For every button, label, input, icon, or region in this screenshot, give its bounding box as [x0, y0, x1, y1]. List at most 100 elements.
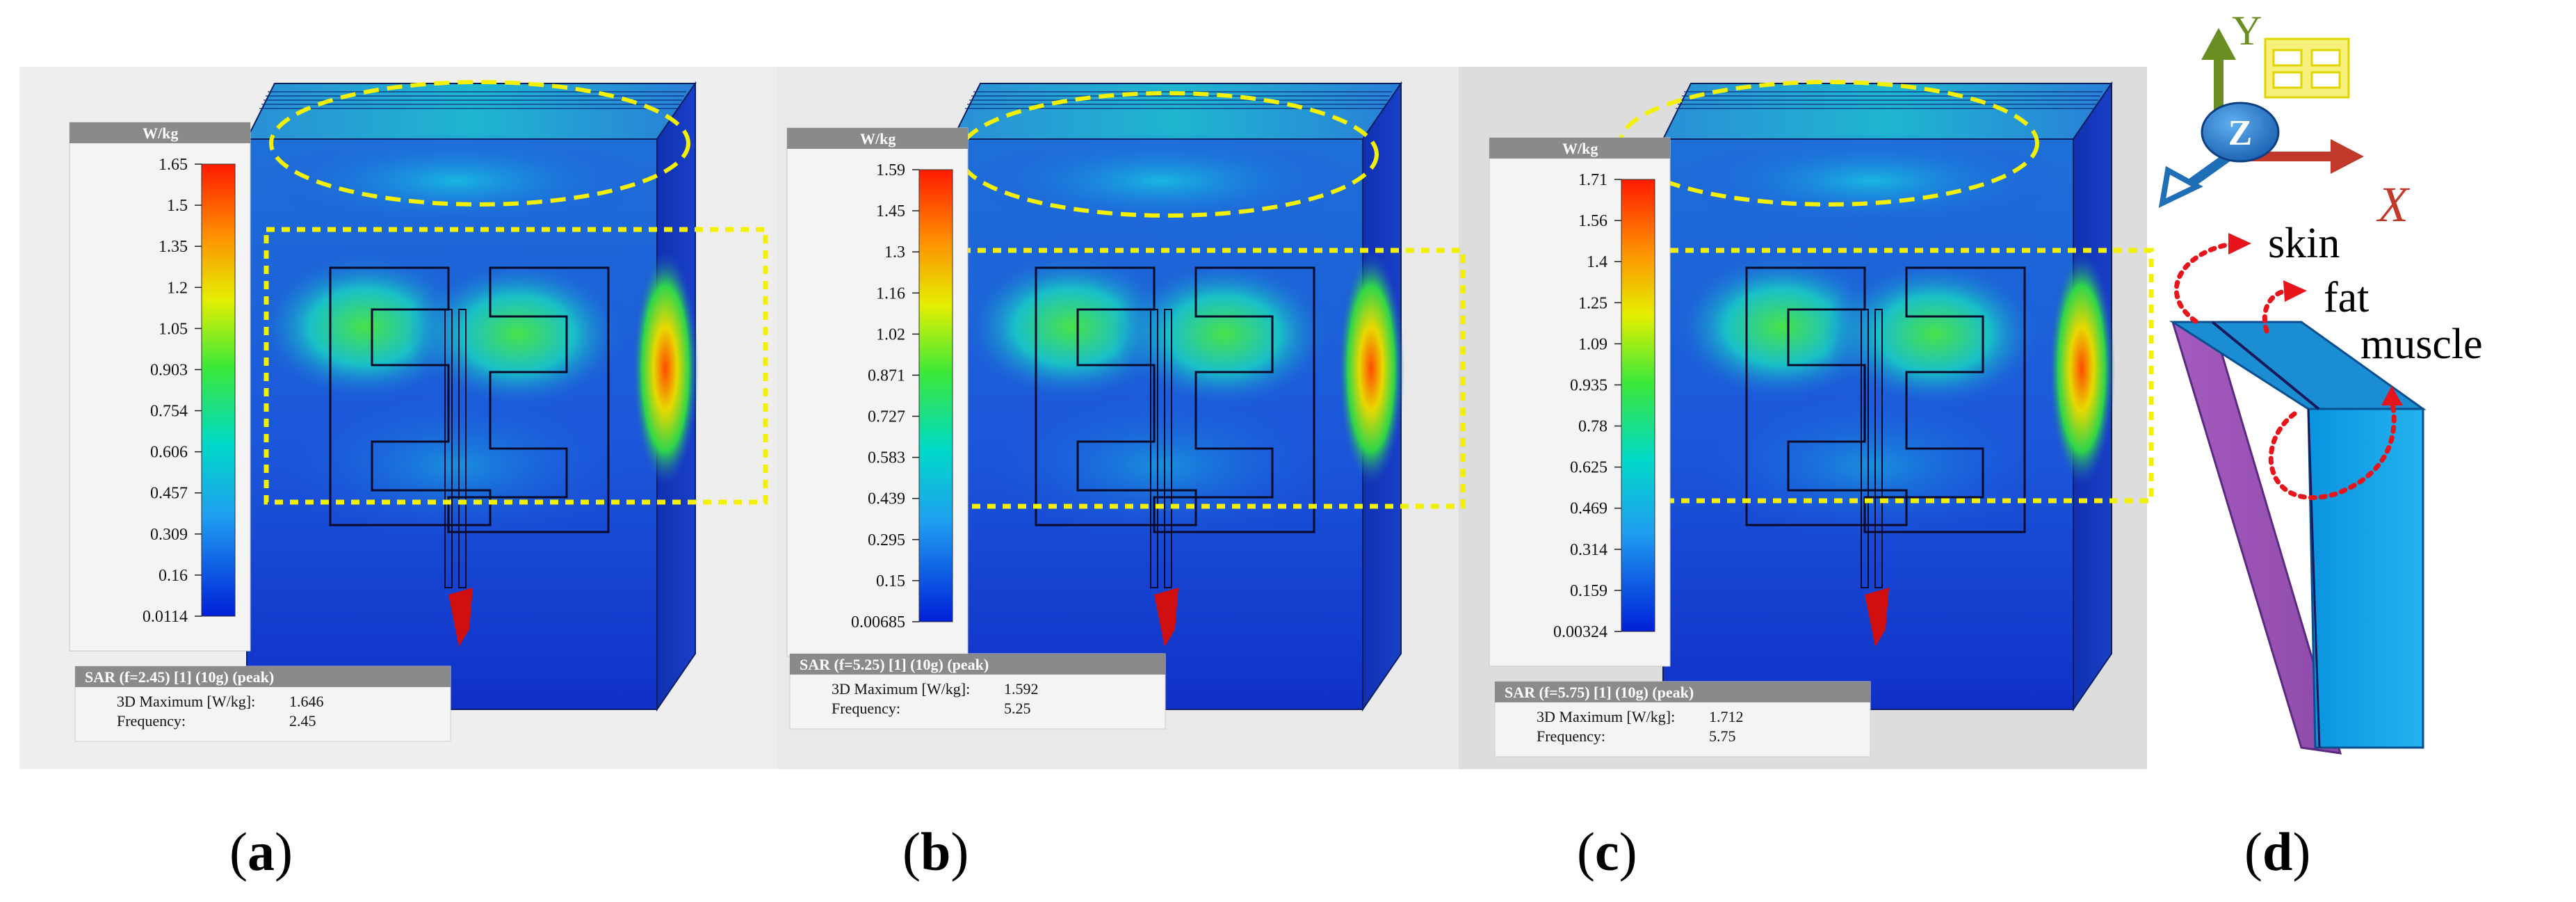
legend-header	[1489, 138, 1670, 159]
scale-tick-label: 0.871	[868, 367, 905, 385]
info-row-label: 3D Maximum [W/kg]:	[832, 680, 970, 698]
legend-header	[70, 122, 250, 143]
panel-c: W/kg 1.71 1.56 1.4 1.25 1.09 0.935 0.78 0.625 0.4…	[1489, 80, 2154, 757]
scale-tick-label: 1.4	[1587, 253, 1607, 271]
highlight-oval	[269, 80, 690, 207]
antenna-feed-line	[458, 309, 467, 588]
antenna-icon	[2264, 38, 2350, 99]
layer-edge	[2211, 321, 2320, 410]
scale-tick-label: 1.09	[1578, 335, 1607, 353]
scale-tick-label: 1.45	[876, 202, 905, 220]
scale-tick-label: 0.159	[1570, 582, 1607, 600]
color-scale-bar	[201, 163, 236, 617]
info-row-label: Frequency:	[832, 700, 900, 717]
hot-spot-edge	[2048, 250, 2115, 487]
mid-glow	[1691, 389, 2052, 542]
scale-tick-label: 0.583	[868, 449, 905, 467]
info-row-value: 1.592	[1004, 680, 1039, 698]
skin-arrow	[2173, 241, 2238, 324]
scale-tick-label: 0.00685	[851, 613, 905, 631]
antenna-icon-slot	[2272, 71, 2303, 89]
scale-tick-label: 1.56	[1578, 212, 1607, 230]
info-row-value: 2.45	[289, 712, 316, 730]
feed-port	[1865, 588, 1889, 647]
info-row-value: 1.646	[289, 693, 324, 710]
antenna-feed-line	[1874, 309, 1883, 588]
info-row-label: Frequency:	[1537, 727, 1605, 745]
label-skin: skin	[2268, 220, 2340, 267]
info-header: SAR (f=5.25) [1] (10g) (peak)	[800, 656, 989, 673]
x-axis-label: X	[2376, 177, 2411, 232]
scale-tick-label: 0.457	[150, 485, 188, 503]
muscle-arrow-head	[2381, 386, 2403, 405]
scale-tick-label: 1.16	[876, 284, 905, 303]
info-header: SAR (f=5.75) [1] (10g) (peak)	[1505, 684, 1694, 701]
antenna-right-arm	[447, 266, 610, 533]
z-axis-head	[2158, 166, 2203, 208]
scale-tick-label: 1.25	[1578, 294, 1607, 312]
feed-port	[1154, 588, 1178, 647]
top-glow	[966, 132, 1356, 229]
scale-tick-label: 0.16	[159, 567, 188, 585]
scale-tick-label: 1.59	[876, 161, 905, 179]
scale-tick-label: 0.314	[1570, 541, 1607, 559]
scale-tick-label: 1.5	[167, 197, 188, 215]
highlight-rect	[264, 227, 768, 505]
antenna-feed-line	[1164, 309, 1172, 588]
caption-b: (b)	[902, 821, 969, 882]
info-row-value: 5.25	[1004, 700, 1031, 717]
legend-header	[787, 128, 968, 149]
info-row-label: 3D Maximum [W/kg]:	[1537, 708, 1675, 725]
scale-tick-label: 0.903	[150, 361, 188, 379]
hot-spot-right	[1823, 257, 2046, 410]
info-header-bar	[75, 666, 451, 687]
info-row-label: Frequency:	[117, 712, 186, 730]
legend-unit: W/kg	[143, 124, 178, 142]
info-row-label: 3D Maximum [W/kg]:	[117, 693, 255, 710]
info-row-value: 1.712	[1709, 708, 1744, 725]
hot-spot-right	[1112, 257, 1335, 410]
scale-tick-label: 0.754	[150, 403, 188, 421]
top-glow	[261, 132, 650, 229]
scale-tick-label: 0.606	[150, 444, 188, 462]
info-row-value: 5.75	[1709, 727, 1736, 745]
scale-tick-label: 0.0114	[143, 608, 188, 626]
fat-arrow	[2262, 288, 2290, 334]
y-axis-label: Y	[2232, 8, 2262, 54]
scale-tick-label: 0.15	[876, 572, 905, 590]
antenna-icon-slot	[2272, 49, 2303, 67]
z-axis-label: Z	[2228, 113, 2253, 153]
label-fat: fat	[2324, 274, 2369, 321]
hot-spot-edge	[1338, 250, 1404, 487]
info-header: SAR (f=2.45) [1] (10g) (peak)	[85, 668, 274, 686]
caption-a: (a)	[229, 821, 293, 882]
antenna-feed-line	[1150, 309, 1158, 588]
muscle-block	[2307, 408, 2424, 749]
antenna-icon-slot	[2310, 71, 2341, 89]
scale-tick-label: 1.2	[167, 279, 188, 297]
scale-tick-label: 0.935	[1570, 376, 1607, 394]
info-header-bar	[1495, 682, 1870, 702]
antenna-feed-line	[1861, 309, 1869, 588]
scale-tick-label: 0.727	[868, 408, 905, 426]
scale-tick-label: 1.35	[159, 238, 188, 256]
info-header-bar	[790, 654, 1165, 675]
scale-tick-label: 1.3	[884, 243, 905, 261]
fat-arrow-head	[2283, 280, 2307, 302]
skin-arrow-head	[2228, 233, 2251, 255]
legend-unit: W/kg	[1562, 140, 1598, 157]
panel-a: W/kg 1.65 1.5 1.35 1.2 1.05 0.903 0.754 0.606 0.4…	[69, 80, 768, 742]
scale-tick-label: 0.295	[868, 531, 905, 549]
antenna-right-arm	[1863, 266, 2026, 533]
top-glow	[1677, 132, 2066, 229]
hot-spot-edge	[632, 250, 699, 487]
legend-unit: W/kg	[860, 130, 896, 147]
antenna-right-arm	[1153, 266, 1315, 533]
scale-tick-label: 0.469	[1570, 500, 1607, 518]
mid-glow	[275, 389, 636, 542]
scale-tick-label: 0.625	[1570, 459, 1607, 477]
scale-tick-label: 1.65	[159, 156, 188, 174]
mid-glow	[980, 389, 1342, 542]
color-scale-bar	[1621, 179, 1655, 632]
